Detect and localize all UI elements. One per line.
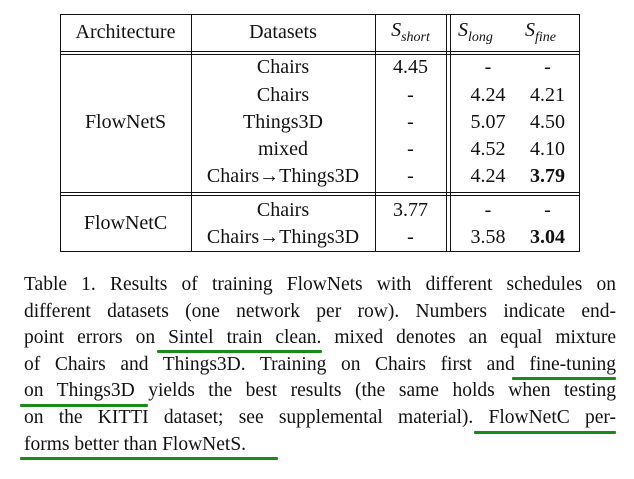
table-caption: Table 1. Results of training FlowNets wi… xyxy=(24,272,616,458)
caption-line: on the KITTI dataset; see supplemental m… xyxy=(24,406,616,428)
highlight-underline xyxy=(20,404,148,407)
table-cell-dataset: Chairs xyxy=(256,199,310,221)
table-cell-s-short: - xyxy=(407,138,414,160)
table-cell-s-short: - xyxy=(407,226,414,248)
header-s-short: Sshort xyxy=(391,19,430,45)
header-architecture: Architecture xyxy=(75,21,176,43)
highlight-underline xyxy=(474,431,616,434)
table-cell-s-fine-best: 3.79 xyxy=(530,165,565,187)
caption-line: forms better than FlowNetS. xyxy=(24,433,247,455)
table-cell-dataset: Chairs→Things3D xyxy=(206,226,360,248)
table-cell-s-long: 5.07 xyxy=(470,111,506,133)
table-cell-s-fine: 4.50 xyxy=(530,111,565,133)
table-rule xyxy=(60,14,61,252)
highlight-underline xyxy=(512,377,616,380)
table-cell-dataset: Things3D xyxy=(243,111,323,133)
header-datasets: Datasets xyxy=(249,21,317,43)
table-cell-s-short: 4.45 xyxy=(393,56,428,78)
table-cell-s-fine: - xyxy=(544,56,551,78)
table-cell-s-long: - xyxy=(484,199,492,221)
header-s-long: Slong xyxy=(458,19,493,45)
table-rule xyxy=(60,192,580,193)
table-rule xyxy=(60,195,580,196)
table-cell-dataset: Chairs xyxy=(256,56,310,78)
table-rule xyxy=(446,14,447,252)
caption-line: Table 1. Results of training FlowNets wi… xyxy=(24,274,616,295)
table-rule xyxy=(579,14,580,252)
table-cell-s-long: 4.24 xyxy=(470,84,506,106)
highlight-underline xyxy=(157,350,322,353)
results-table: Architecture Datasets Sshort Slong Sfine… xyxy=(60,14,580,252)
table-cell-s-fine-best: 3.04 xyxy=(530,226,565,248)
table-cell-dataset: Chairs xyxy=(256,84,310,106)
table-cell-s-long: 4.52 xyxy=(470,138,506,160)
table-cell-s-short: - xyxy=(407,111,414,133)
table-cell-s-short: - xyxy=(407,165,414,187)
arch-label: FlowNetS xyxy=(84,111,167,133)
caption-line: of Chairs and Things3D. Training on Chai… xyxy=(24,353,616,375)
table-cell-s-fine: - xyxy=(544,199,551,221)
table-rule xyxy=(60,251,580,252)
table-cell-s-fine: 4.10 xyxy=(530,138,565,160)
table-cell-s-long: 4.24 xyxy=(470,165,506,187)
table-cell-s-fine: 4.21 xyxy=(530,84,565,106)
table-cell-s-long: - xyxy=(484,56,492,78)
header-s-fine: Sfine xyxy=(525,19,556,45)
caption-line: point errors on Sintel train clean. mixe… xyxy=(24,327,616,349)
table-rule xyxy=(191,14,192,252)
caption-line: on Things3D yields the best results (the… xyxy=(24,380,616,402)
table-cell-dataset: Chairs→Things3D xyxy=(206,165,360,187)
table-cell-s-long: 3.58 xyxy=(470,226,506,248)
table-cell-dataset: mixed xyxy=(258,138,308,160)
table-cell-s-short: - xyxy=(407,84,414,106)
table-rule xyxy=(60,54,580,55)
table-rule xyxy=(450,14,451,252)
table-cell-s-short: 3.77 xyxy=(393,199,428,221)
table-rule xyxy=(60,51,580,52)
highlight-underline xyxy=(20,457,278,460)
table-rule xyxy=(375,14,376,252)
table-rule xyxy=(60,14,580,15)
caption-line: different datasets (one network per row)… xyxy=(24,300,616,322)
arch-label: FlowNetC xyxy=(83,212,168,234)
